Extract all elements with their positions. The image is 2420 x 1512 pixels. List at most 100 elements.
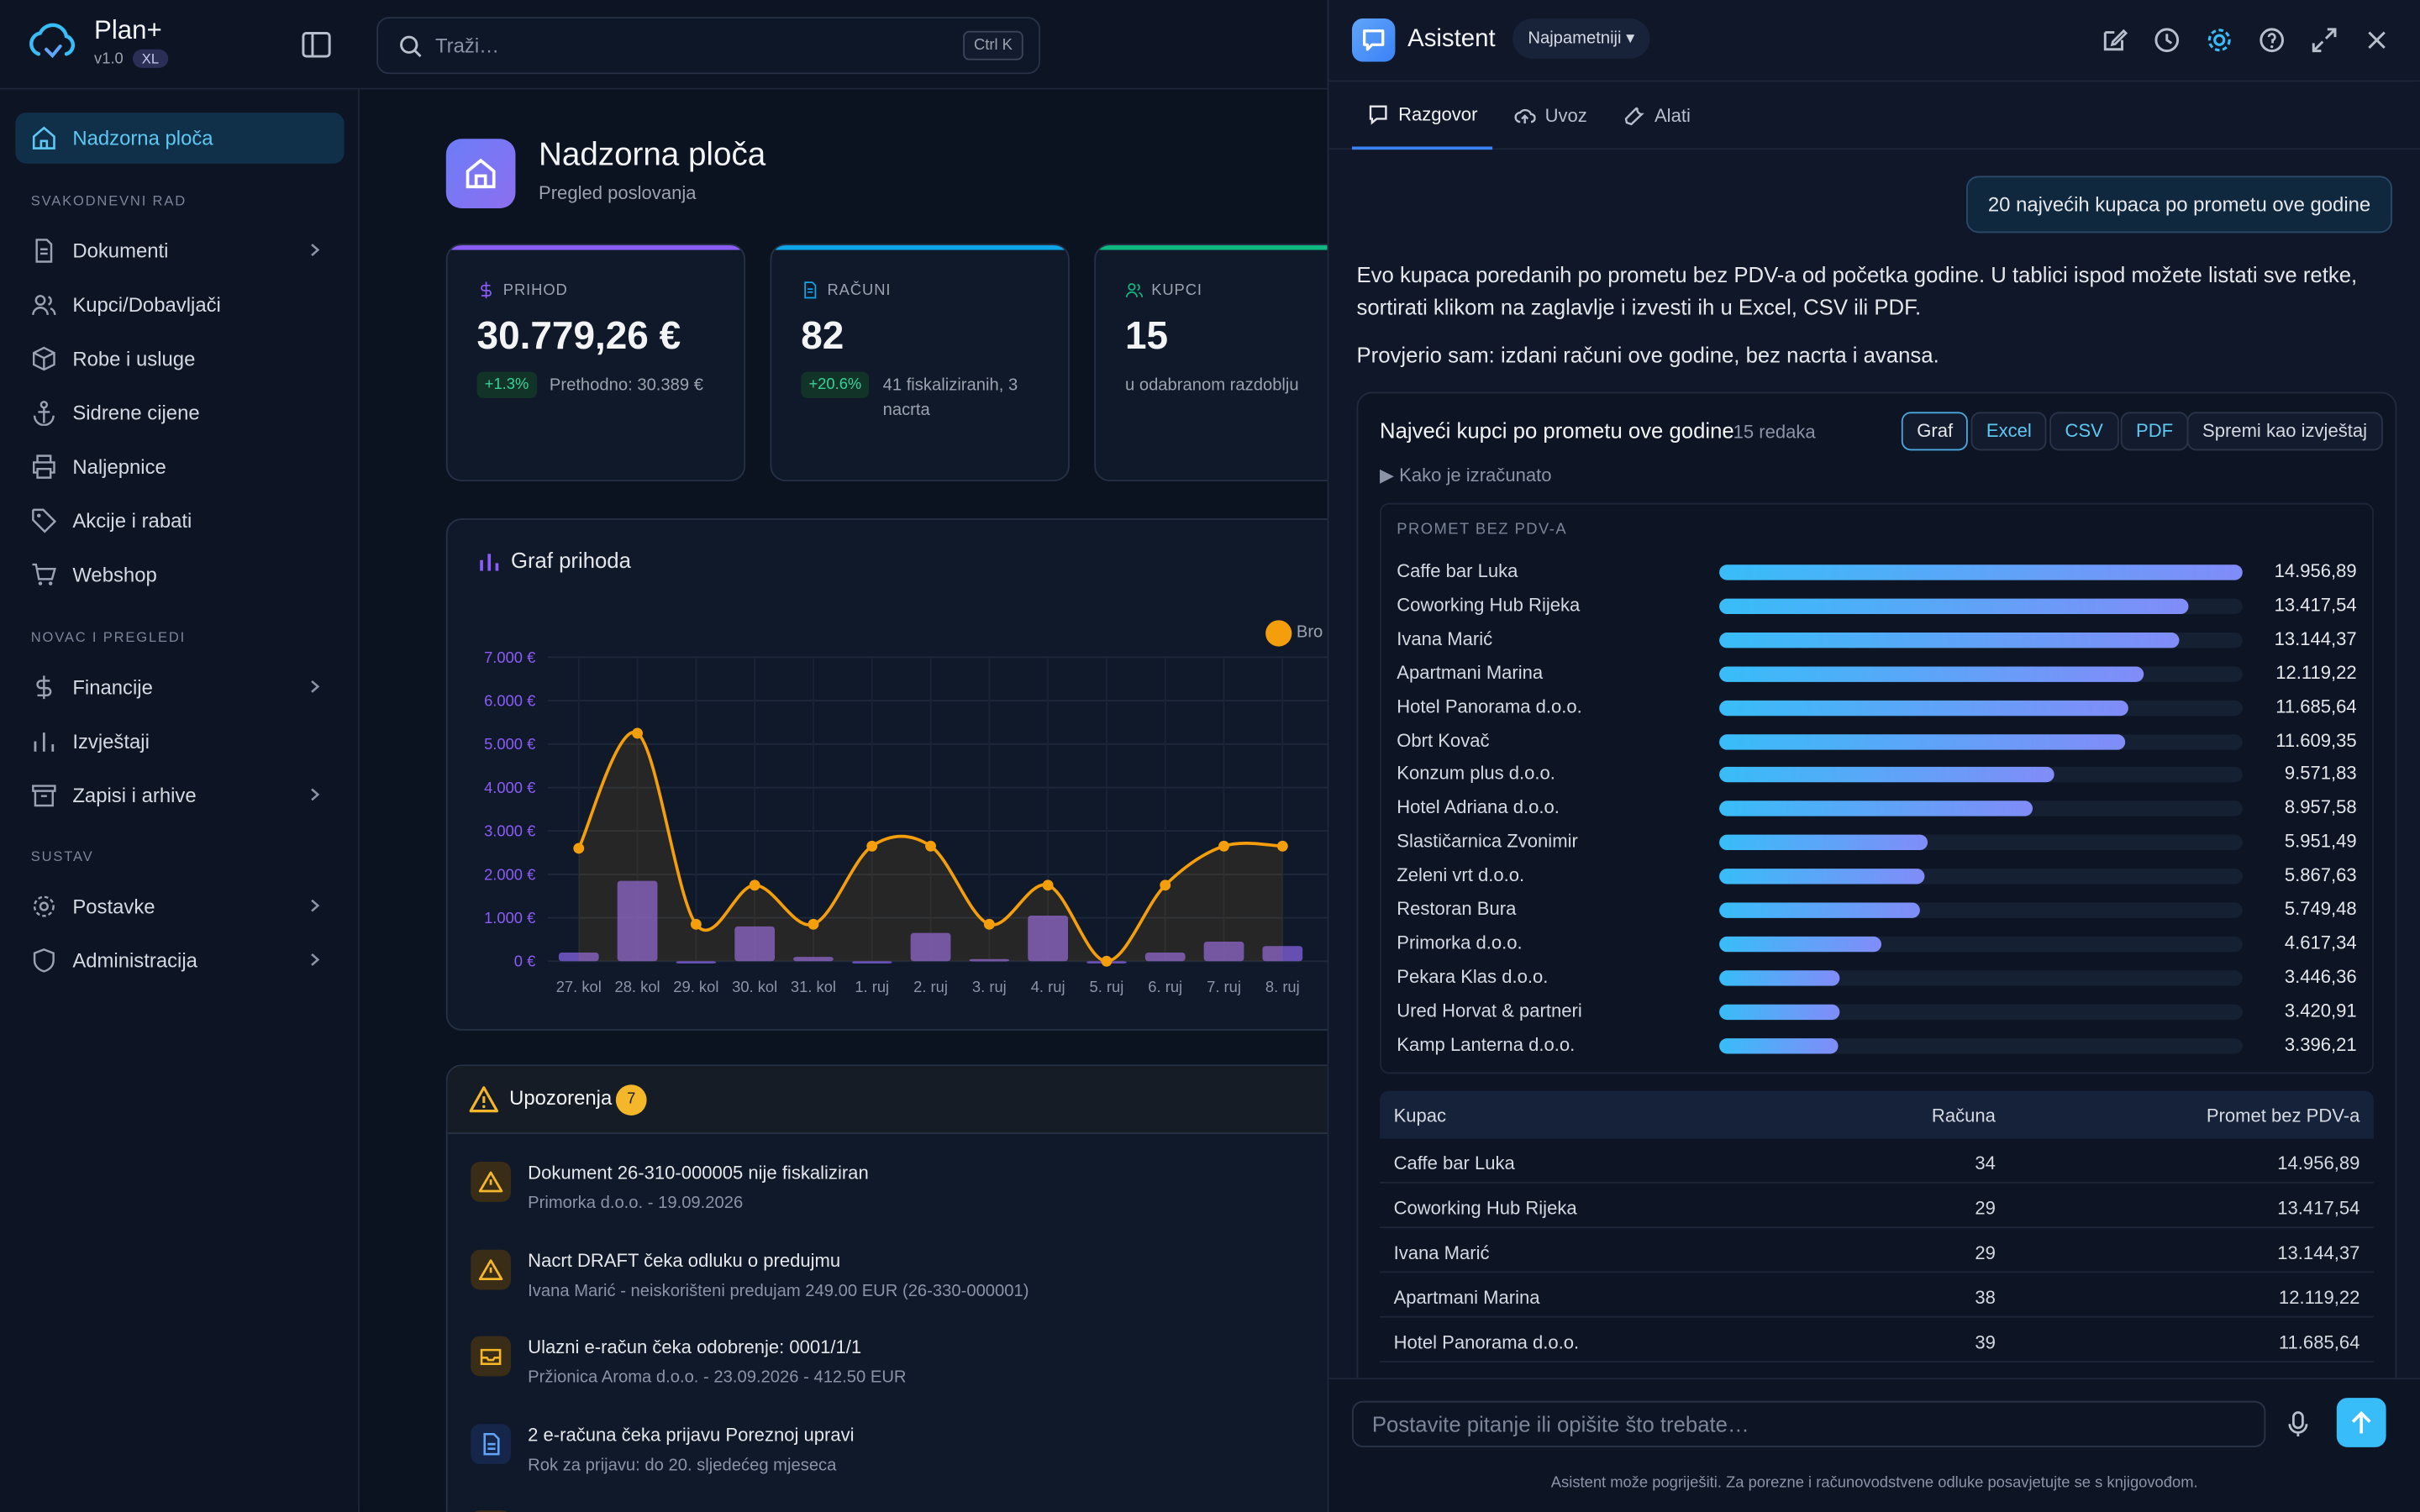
chat-icon bbox=[1369, 105, 1387, 125]
sidebar-item-akcije-i-rabati[interactable]: Akcije i rabati bbox=[15, 496, 344, 547]
hbar-fill bbox=[1719, 969, 1840, 986]
warning-item[interactable]: Ulazni e-račun čeka odobrenje: 0001/1/1 P… bbox=[448, 1320, 1328, 1407]
send-button[interactable] bbox=[2336, 1398, 2386, 1447]
model-selector[interactable]: Najpametniji ▾ bbox=[1512, 18, 1650, 59]
revenue-bar bbox=[969, 958, 1010, 962]
hbar-label: Hotel Adriana d.o.o. bbox=[1397, 796, 1560, 819]
kpi-accent-bar bbox=[771, 245, 1069, 250]
sidebar-item-kupci-dobavljači[interactable]: Kupci/Dobavljači bbox=[15, 279, 344, 330]
cell-kupac: Ivana Marić bbox=[1393, 1242, 1490, 1264]
app-name: Plan+ bbox=[94, 15, 162, 45]
sidebar-item-naljepnice[interactable]: Naljepnice bbox=[15, 441, 344, 492]
sidebar-item-administracija[interactable]: Administracija bbox=[15, 935, 344, 986]
warning-item[interactable]: 3 naljepnica u prodavaonici Maloprodaja … bbox=[448, 1495, 1328, 1512]
home-icon bbox=[32, 126, 55, 150]
column-header-kupac[interactable]: Kupac bbox=[1393, 1105, 1447, 1126]
pdf-button[interactable]: PDF bbox=[2120, 412, 2189, 451]
sidebar-item-robe-i-usluge[interactable]: Robe i usluge bbox=[15, 333, 344, 385]
x-tick-label: 30. kol bbox=[732, 978, 777, 995]
assistant-reply: Evo kupaca poredanih po prometu bez PDV-… bbox=[1356, 262, 2358, 320]
hbar-track bbox=[1719, 869, 2243, 885]
save-report-button[interactable]: Spremi kao izvještaj bbox=[2186, 412, 2383, 451]
table-row[interactable]: Ivana Marić 29 13.144,37 bbox=[1380, 1228, 2374, 1273]
expand-icon[interactable] bbox=[2311, 26, 2338, 54]
table-row[interactable]: Caffe bar Luka 34 14.956,89 bbox=[1380, 1139, 2374, 1184]
warnings-card: Upozorenja 7 Dokument 26-310-000005 nije… bbox=[445, 1064, 1328, 1512]
sidebar-item-label: Webshop bbox=[72, 563, 157, 586]
revenue-bar bbox=[1262, 946, 1303, 962]
tab-uvoz[interactable]: Uvoz bbox=[1514, 81, 1587, 150]
revenue-bar bbox=[910, 932, 951, 962]
sidebar-item-webshop[interactable]: Webshop bbox=[15, 549, 344, 601]
table-row[interactable]: Hotel Panorama d.o.o. 39 11.685,64 bbox=[1380, 1318, 2374, 1362]
hbar-fill bbox=[1719, 665, 2144, 682]
column-header-promet[interactable]: Promet bez PDV-a bbox=[2206, 1105, 2360, 1126]
sidebar-item-dokumenti[interactable]: Dokumenti bbox=[15, 225, 344, 276]
x-tick-label: 31. kol bbox=[791, 978, 836, 995]
sidebar: Nadzorna ploča SVAKODNEVNI RAD Dokumenti Ku… bbox=[0, 89, 360, 1512]
cell-racuna: 29 bbox=[1975, 1242, 1996, 1264]
tab-label: Uvoz bbox=[1544, 104, 1587, 127]
revenue-point bbox=[866, 840, 878, 852]
csv-button[interactable]: CSV bbox=[2049, 412, 2119, 451]
help-icon[interactable] bbox=[2258, 26, 2286, 54]
sidebar-toggle-icon[interactable] bbox=[301, 31, 332, 59]
cloud-logo-icon[interactable] bbox=[24, 15, 80, 71]
kpi-label-text: RAČUNI bbox=[827, 281, 892, 299]
excel-button[interactable]: Excel bbox=[1970, 412, 2048, 451]
legend-label[interactable]: Bro bbox=[1296, 623, 1323, 643]
kpi-card[interactable]: KUPCI 15 u odabranom razdoblju bbox=[1094, 244, 1328, 482]
y-tick-label: 7.000 € bbox=[484, 648, 535, 666]
chevron-right-icon bbox=[311, 788, 320, 801]
sidebar-item-financije[interactable]: Financije bbox=[15, 662, 344, 713]
revenue-point bbox=[808, 918, 819, 930]
revenue-bar bbox=[851, 961, 892, 964]
document-icon bbox=[35, 239, 53, 263]
warning-item[interactable]: 2 e-računa čeka prijavu Poreznoj upravi R… bbox=[448, 1408, 1328, 1494]
hbar-track bbox=[1719, 665, 2243, 682]
warning-title: Ulazni e-račun čeka odobrenje: 0001/1/1 bbox=[528, 1336, 862, 1358]
revenue-bar bbox=[1144, 952, 1186, 962]
hbar-label: Caffe bar Luka bbox=[1397, 559, 1518, 582]
table-row[interactable]: Apartmani Marina 38 12.119,22 bbox=[1380, 1273, 2374, 1318]
warning-item[interactable]: Dokument 26-310-000005 nije fiskaliziran… bbox=[448, 1147, 1328, 1233]
warning-item[interactable]: Nacrt DRAFT čeka odluku o predujmu Ivana … bbox=[448, 1233, 1328, 1320]
graph-button[interactable]: Graf bbox=[1901, 412, 1969, 451]
assistant-tabs: Razgovor Uvoz Alati bbox=[1328, 81, 2420, 150]
sidebar-item-zapisi-i-arhive[interactable]: Zapisi i arhive bbox=[15, 770, 344, 822]
kpi-card[interactable]: RAČUNI 82 +20.6% 41 fiskaliziranih, 3 nacrt… bbox=[770, 244, 1070, 482]
microphone-icon[interactable] bbox=[2284, 1410, 2312, 1438]
revenue-line bbox=[577, 730, 1283, 963]
gear-icon bbox=[33, 895, 55, 917]
sidebar-item-postavke[interactable]: Postavke bbox=[15, 881, 344, 932]
warnings-header: Upozorenja 7 bbox=[447, 1066, 1328, 1134]
warning-icon bbox=[471, 1162, 511, 1202]
revenue-bar bbox=[676, 961, 717, 964]
legend-swatch[interactable] bbox=[1265, 620, 1292, 647]
users-icon bbox=[1125, 283, 1144, 298]
chat-input[interactable]: Postavite pitanje ili opišite što trebat… bbox=[1351, 1400, 2266, 1447]
hbar-label: Hotel Panorama d.o.o. bbox=[1397, 695, 1582, 717]
revenue-bar bbox=[1028, 916, 1069, 962]
search-input[interactable]: Traži… bbox=[434, 34, 500, 57]
hbar-track bbox=[1719, 632, 2243, 648]
kpi-card[interactable]: PRIHOD 30.779,26 € +1.3% Prethodno: 30.389 … bbox=[445, 244, 746, 482]
hbar-chart: PROMET BEZ PDV-A Caffe bar Luka 14.956,89… bbox=[1380, 502, 2374, 1074]
sidebar-item-sidrene-cijene[interactable]: Sidrene cijene bbox=[15, 387, 344, 438]
revenue-chart-card: Graf prihoda Bro 0 € 1.000 € 2.000 € 3.000 … bbox=[445, 518, 1328, 1031]
tab-alati[interactable]: Alati bbox=[1623, 81, 1691, 150]
sidebar-item-nadzorna-ploča[interactable]: Nadzorna ploča bbox=[15, 113, 345, 164]
column-header-racuna[interactable]: Računa bbox=[1931, 1105, 1996, 1126]
hbar-fill bbox=[1719, 564, 2243, 580]
edit-icon[interactable] bbox=[2101, 26, 2128, 54]
how-calculated-toggle[interactable]: ▶ Kako je izračunato bbox=[1380, 465, 1551, 486]
table-row[interactable]: Coworking Hub Rijeka 29 13.417,54 bbox=[1380, 1184, 2374, 1229]
hbar-track bbox=[1719, 902, 2243, 918]
search-box[interactable]: Traži… Ctrl K bbox=[376, 17, 1040, 75]
edition-badge: XL bbox=[132, 49, 169, 68]
tab-razgovor[interactable]: Razgovor bbox=[1351, 81, 1493, 150]
history-icon[interactable] bbox=[2153, 26, 2181, 54]
close-icon[interactable] bbox=[2363, 26, 2391, 54]
sidebar-item-izvještaji[interactable]: Izvještaji bbox=[15, 716, 344, 767]
gear-icon[interactable] bbox=[2206, 26, 2233, 54]
